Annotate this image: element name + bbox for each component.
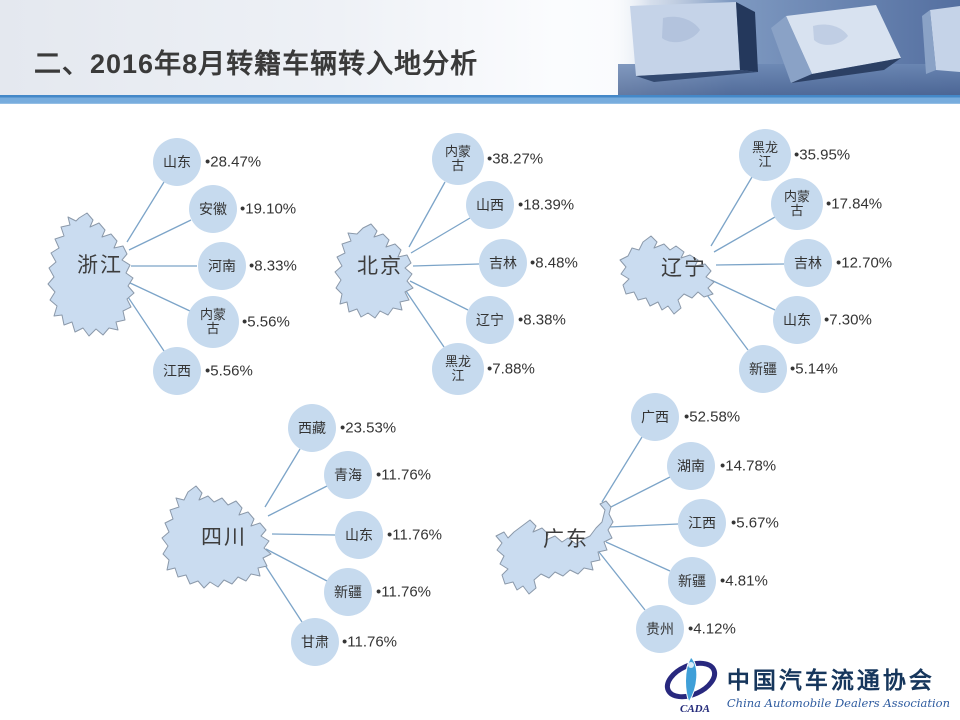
destination-bubble: 新疆: [324, 568, 372, 616]
destination-bubble: 安徽: [189, 185, 237, 233]
destination-percent: •11.76%: [342, 633, 398, 651]
cada-logo-icon: CADA: [664, 656, 717, 715]
page-title: 二、2016年8月转籍车辆转入地分析: [34, 49, 479, 79]
destination-percent: •19.10%: [240, 200, 297, 218]
destination-percent: •8.48%: [530, 254, 578, 272]
destination-percent: •5.14%: [790, 360, 838, 378]
association-name-cn: 中国汽车流通协会: [726, 666, 935, 694]
destination-bubble: 内蒙古: [432, 133, 484, 185]
destination-percent: •8.38%: [518, 311, 566, 329]
association-name-en: China Automobile Dealers Association: [726, 695, 950, 710]
destination-bubble: 吉林: [479, 239, 527, 287]
header-banner: 二、2016年8月转籍车辆转入地分析: [0, 0, 960, 96]
destination-bubble: 黑龙江: [739, 129, 791, 181]
destination-bubble: 江西: [678, 499, 726, 547]
destination-percent: •28.47%: [205, 153, 262, 171]
destination-percent: •17.84%: [826, 195, 883, 213]
destination-percent: •23.53%: [340, 419, 397, 437]
destination-bubble: 贵州: [636, 605, 684, 653]
destination-bubble: 河南: [198, 242, 246, 290]
destination-percent: •11.76%: [376, 466, 432, 484]
cada-logo: CADA 中国汽车流通协会 China Automobile Dealers A…: [662, 655, 950, 715]
map-guangdong: [495, 500, 614, 595]
cubes-decoration: [608, 0, 960, 96]
destination-bubble: 吉林: [784, 239, 832, 287]
destination-percent: •11.76%: [376, 583, 432, 601]
destination-percent: •35.95%: [794, 146, 851, 164]
destination-percent: •5.56%: [242, 313, 290, 331]
map-label-sichuan: 四川: [201, 526, 247, 549]
destination-percent: •7.30%: [824, 311, 872, 329]
destination-bubble: 江西: [153, 347, 201, 395]
map-zhejiang: [47, 212, 135, 337]
destination-bubble: 山东: [335, 511, 383, 559]
destination-bubble: 湖南: [667, 442, 715, 490]
destination-bubble: 内蒙古: [771, 178, 823, 230]
map-label-liaoning: 辽宁: [661, 257, 707, 280]
destination-percent: •52.58%: [684, 408, 741, 426]
map-liaoning: [619, 235, 715, 315]
destination-percent: •38.27%: [487, 150, 544, 168]
destination-bubble: 广西: [631, 393, 679, 441]
destination-percent: •18.39%: [518, 196, 575, 214]
destination-bubble: 甘肃: [291, 618, 339, 666]
destination-bubble: 辽宁: [466, 296, 514, 344]
destination-percent: •4.12%: [688, 620, 736, 638]
title-divider-bar: [0, 95, 960, 104]
map-label-guangdong: 广东: [543, 528, 589, 551]
destination-percent: •5.67%: [731, 514, 779, 532]
destination-percent: •4.81%: [720, 572, 768, 590]
destination-percent: •11.76%: [387, 526, 443, 544]
destination-percent: •5.56%: [205, 362, 253, 380]
destination-bubble: 山西: [466, 181, 514, 229]
destination-percent: •14.78%: [720, 457, 777, 475]
map-label-beijing: 北京: [357, 255, 403, 278]
destination-bubble: 内蒙古: [187, 296, 239, 348]
map-sichuan: [161, 485, 272, 589]
destination-percent: •7.88%: [487, 360, 535, 378]
map-beijing: [334, 223, 414, 319]
destination-bubble: 山东: [773, 296, 821, 344]
destination-percent: •8.33%: [249, 257, 297, 275]
cada-acronym: CADA: [680, 703, 710, 715]
destination-percent: •12.70%: [836, 254, 893, 272]
destination-bubble: 山东: [153, 138, 201, 186]
destination-bubble: 黑龙江: [432, 343, 484, 395]
destination-bubble: 青海: [324, 451, 372, 499]
map-label-zhejiang: 浙江: [77, 254, 123, 277]
destination-bubble: 新疆: [668, 557, 716, 605]
destination-bubble: 新疆: [739, 345, 787, 393]
destination-bubble: 西藏: [288, 404, 336, 452]
